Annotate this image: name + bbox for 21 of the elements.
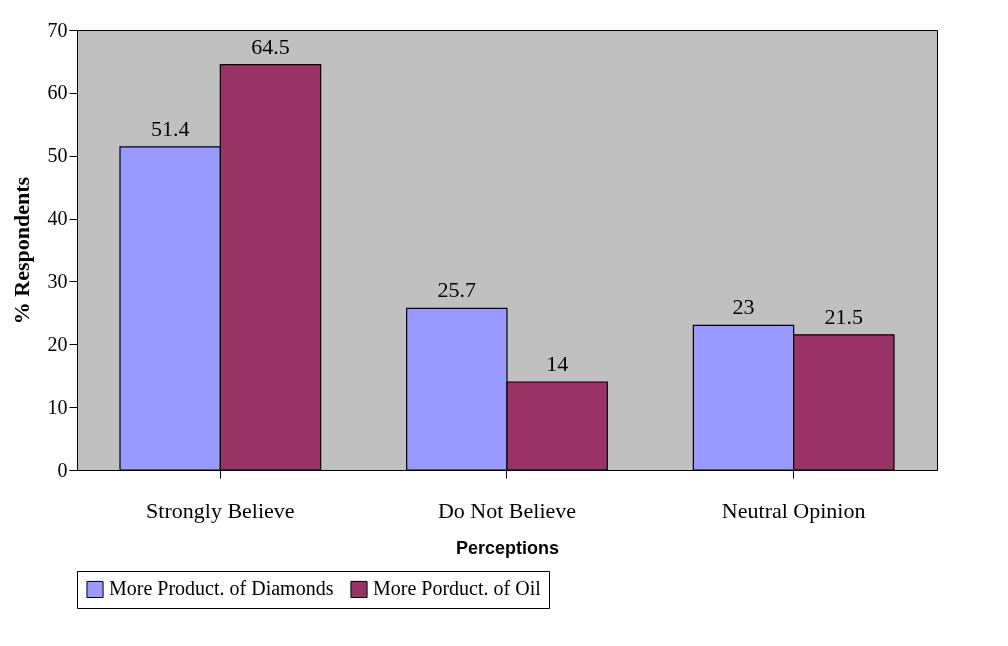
data-label: 21.5 [824, 303, 864, 329]
x-tick-label: Strongly Believe [146, 497, 295, 523]
data-label: 23 [732, 294, 755, 320]
y-axis-title: % Respondents [8, 176, 34, 325]
y-tick-label: 40 [47, 207, 68, 230]
y-tick-label: 30 [47, 269, 68, 292]
data-label: 51.4 [150, 115, 190, 141]
data-label: 14 [546, 351, 569, 376]
y-tick-label: 50 [47, 144, 68, 167]
x-tick-label: Neutral Opinion [721, 497, 866, 523]
legend-label: More Porduct. of Oil [373, 577, 542, 600]
y-tick-label: 70 [47, 18, 68, 41]
y-tick-label: 20 [47, 332, 68, 355]
x-tick-label: Do Not Believe [437, 497, 577, 523]
y-tick-label: 10 [47, 395, 68, 418]
x-axis-title: Perceptions [455, 537, 560, 558]
data-label: 25.7 [437, 277, 477, 303]
y-tick-label: 60 [47, 81, 68, 104]
legend-label: More Product. of Diamonds [109, 577, 334, 600]
y-tick-label: 0 [57, 458, 68, 481]
data-label: 64.5 [251, 33, 290, 59]
